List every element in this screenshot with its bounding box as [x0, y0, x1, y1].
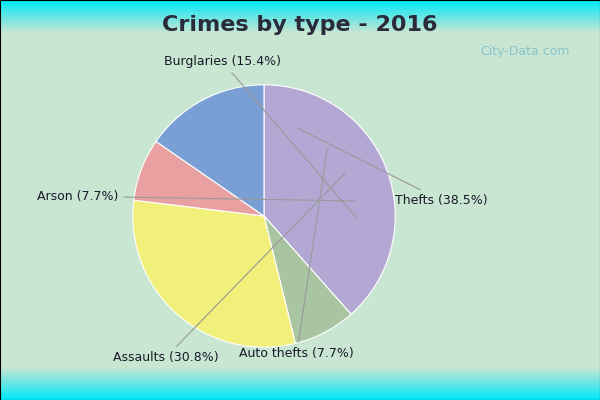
Wedge shape — [264, 85, 395, 314]
Wedge shape — [134, 142, 264, 216]
Wedge shape — [264, 216, 351, 343]
Text: Crimes by type - 2016: Crimes by type - 2016 — [162, 15, 438, 35]
Text: Burglaries (15.4%): Burglaries (15.4%) — [164, 55, 356, 218]
Text: Thefts (38.5%): Thefts (38.5%) — [298, 128, 487, 207]
Text: Arson (7.7%): Arson (7.7%) — [37, 190, 355, 203]
Wedge shape — [133, 200, 295, 347]
Text: City-Data.com: City-Data.com — [481, 46, 570, 58]
Wedge shape — [156, 85, 264, 216]
Text: Assaults (30.8%): Assaults (30.8%) — [113, 173, 345, 364]
Text: Auto thefts (7.7%): Auto thefts (7.7%) — [239, 149, 354, 360]
